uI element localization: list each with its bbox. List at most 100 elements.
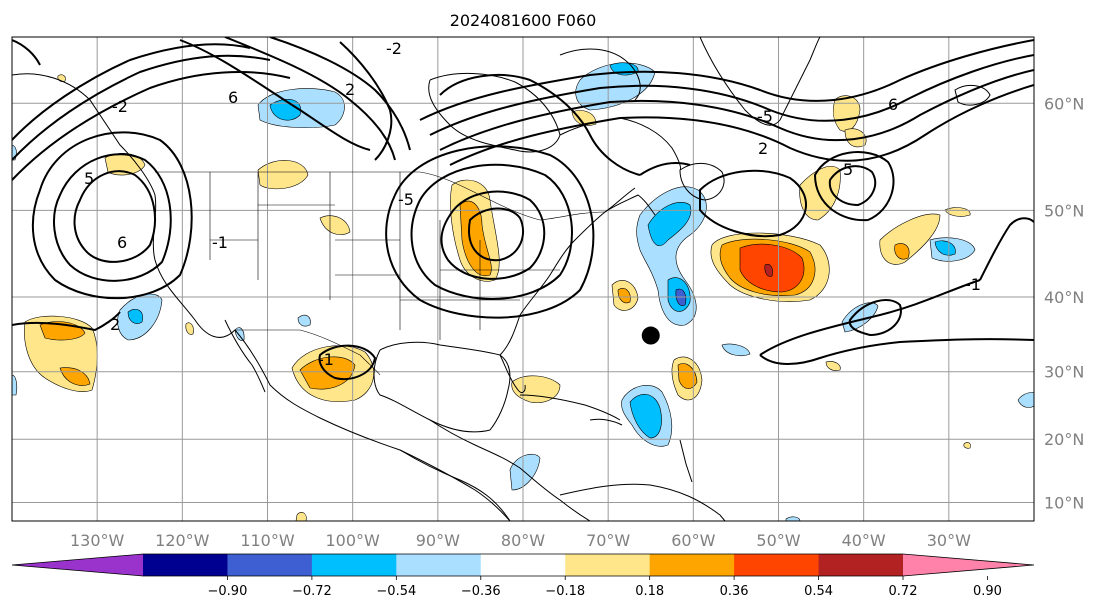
colorbar-tick-labels: −0.90 −0.72 −0.54 −0.36 −0.18 0.18 0.36 0.54 0.7… <box>208 576 1002 599</box>
contour-jet-1 <box>419 39 1034 121</box>
coast-caribbean-islands <box>679 439 693 483</box>
coast-north-america-west <box>12 73 511 521</box>
contour-label: -5 <box>398 190 414 209</box>
fill-neg-azores-core <box>934 240 956 256</box>
coast-cuba <box>519 394 621 421</box>
fill-pos-tiny-east <box>963 442 971 449</box>
contour-ridge-1 <box>179 39 371 151</box>
fill-pos-montana <box>257 160 309 190</box>
fill-neg-bottom <box>785 516 801 521</box>
longitude-tick-labels: 130°W 120°W 110°W 100°W 90°W 80°W 70°W 60°W 50°W… <box>70 531 971 550</box>
colorbar-tick-label: 0.18 <box>635 584 664 599</box>
contour-west-trough-1 <box>12 43 251 141</box>
colorbar-tick-label: 0.90 <box>973 584 1002 599</box>
colorbar-swatch <box>311 554 397 576</box>
contour-greatlakes-low-2 <box>440 190 546 280</box>
contour-west-trough-3 <box>12 71 291 181</box>
colorbar-swatch <box>396 554 482 576</box>
coast-baja <box>224 319 266 393</box>
colorbar-tick-label: −0.90 <box>208 584 248 599</box>
contour-east-loop <box>848 299 902 337</box>
lon-tick-label: 130°W <box>70 531 125 550</box>
contour-jet-4 <box>449 84 1034 166</box>
coast-central-america-pac <box>399 449 511 521</box>
fill-pos-bottom <box>295 512 307 521</box>
colorbar-swatch <box>143 554 228 576</box>
lon-tick-label: 120°W <box>155 531 210 550</box>
contour-label: -1 <box>965 275 981 294</box>
coast-gulf-mexico <box>373 341 511 433</box>
lon-tick-label: 90°W <box>416 531 460 550</box>
lon-tick-label: 40°W <box>842 531 886 550</box>
lat-tick-label: 60°N <box>1044 94 1084 113</box>
fill-neg-storm-wake-core <box>647 202 692 247</box>
lat-tick-label: 40°N <box>1044 288 1084 307</box>
coastlines <box>12 37 991 521</box>
fill-neg-gulf-ca <box>234 327 245 341</box>
colorbar-tick-label: −0.54 <box>376 584 416 599</box>
fill-neg-caribbean-core <box>629 394 662 439</box>
contour-nw-edge <box>12 39 41 66</box>
fill-neg-west-edge <box>12 374 18 396</box>
fill-pos-small-pac <box>185 322 194 335</box>
fill-neg-far-east <box>1017 392 1034 408</box>
contour-label: 2 <box>758 139 768 158</box>
contour-pac-low-ring-2 <box>53 153 172 282</box>
fill-pos-far-east <box>944 207 971 217</box>
contour-west-trough-2 <box>12 54 271 161</box>
fill-pos-colorado <box>319 215 351 235</box>
lon-tick-label: 50°W <box>756 531 800 550</box>
lat-tick-label: 20°N <box>1044 430 1084 449</box>
colorbar-tick-label: −0.36 <box>461 584 501 599</box>
lon-tick-label: 70°W <box>586 531 630 550</box>
contour-label: -1 <box>212 233 228 252</box>
colorbar-swatch <box>565 554 651 576</box>
contour-mid-atl-minus1-b <box>759 338 1034 365</box>
coast-iceland <box>954 84 991 106</box>
contour-greatlakes-low-3 <box>410 163 573 300</box>
contour-pac-low-ring-3 <box>31 131 193 300</box>
lon-tick-label: 60°W <box>671 531 715 550</box>
coast-nova-scotia <box>604 194 656 216</box>
latitude-tick-labels: 60°N 50°N 40°N 30°N 20°N 10°N <box>1044 94 1084 512</box>
fill-pos-cuba <box>511 375 561 403</box>
contour-east-canada <box>439 74 641 176</box>
contour-greatlakes-low-4 <box>385 145 595 319</box>
figure-title: 2024081600 F060 <box>450 11 597 30</box>
contour-jet-2 <box>429 54 1034 136</box>
colorbar-tick-label: 0.72 <box>889 584 918 599</box>
contour-label: -2 <box>112 97 128 116</box>
colorbar <box>11 553 1035 577</box>
contour-east-trough <box>979 217 1034 281</box>
contour-ridge-2 <box>224 37 396 161</box>
contour-lines <box>12 37 1034 380</box>
lon-tick-label: 100°W <box>325 531 380 550</box>
contour-label: 2 <box>345 80 355 99</box>
contour-label: 5 <box>84 169 94 188</box>
coast-hispaniola <box>589 418 623 426</box>
coast-central-america <box>429 419 591 521</box>
coast-florida <box>499 354 526 393</box>
border-us-mexico <box>235 329 381 376</box>
contour-label: -2 <box>386 39 402 58</box>
colorbar-swatch <box>734 554 820 576</box>
contour-label: -5 <box>757 107 773 126</box>
fill-pos-caribbean-east-core <box>677 363 698 389</box>
border-states-1 <box>209 172 560 340</box>
fill-pos-central-atl-core <box>894 243 910 260</box>
fill-neg-texas <box>297 314 311 327</box>
coast-newfoundland <box>679 163 725 201</box>
contour-newfoundland <box>639 162 691 176</box>
lon-tick-label: 80°W <box>501 531 545 550</box>
colorbar-extend-high <box>903 554 1034 576</box>
lat-tick-label: 50°N <box>1044 201 1084 220</box>
contour-label: 6 <box>888 95 898 114</box>
fill-neg-sargasso <box>721 343 751 356</box>
colorbar-outline <box>11 553 1035 577</box>
contour-pac-low-ring-1 <box>73 170 156 263</box>
colorbar-extend-low <box>12 554 143 576</box>
colorbar-tick-label: 0.54 <box>804 584 833 599</box>
coast-south-america <box>559 483 726 521</box>
colorbar-swatch <box>818 554 904 576</box>
